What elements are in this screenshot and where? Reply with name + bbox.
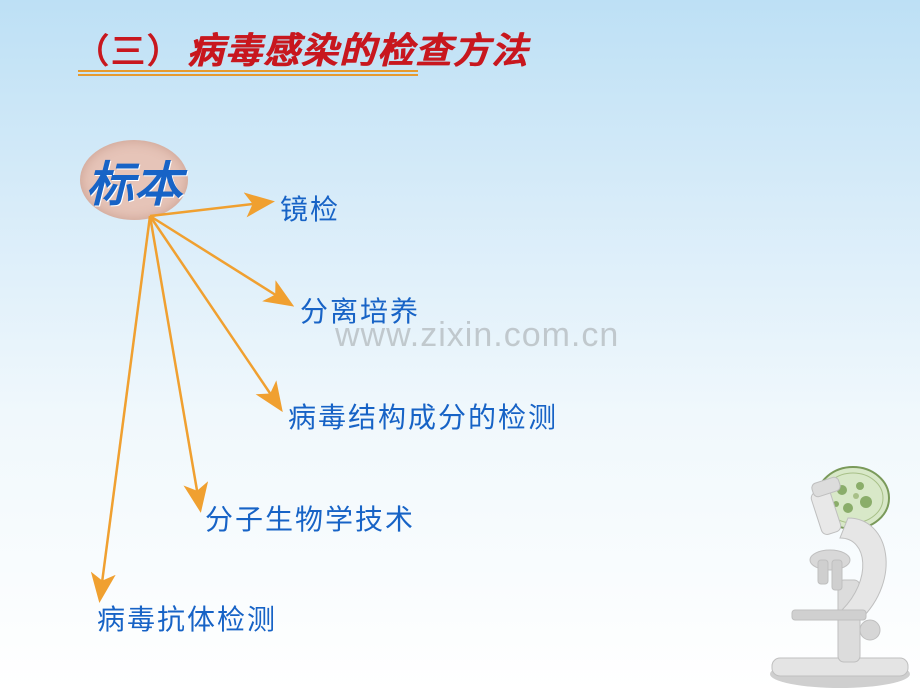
microscope-icon [720, 460, 920, 690]
title-main: 病毒感染的检查方法 [187, 22, 529, 74]
arrow-3 [150, 216, 280, 408]
arrow-4 [150, 216, 200, 508]
arrow-5 [100, 216, 150, 598]
method-molecular-biology: 分子生物学技术 [205, 498, 415, 538]
watermark-text: www.zixin.com.cn [335, 316, 619, 355]
method-antibody-detection: 病毒抗体检测 [97, 598, 277, 638]
slide-title: （三） 病毒感染的检查方法 [75, 22, 529, 74]
title-prefix: （三） [75, 24, 183, 73]
method-microscopy: 镜检 [280, 188, 340, 228]
specimen-label: 标本 [86, 145, 182, 215]
method-structural-component-detection: 病毒结构成分的检测 [288, 396, 558, 436]
arrow-2 [150, 216, 290, 304]
specimen-badge: 标本 [80, 140, 188, 220]
title-underline [78, 70, 418, 76]
